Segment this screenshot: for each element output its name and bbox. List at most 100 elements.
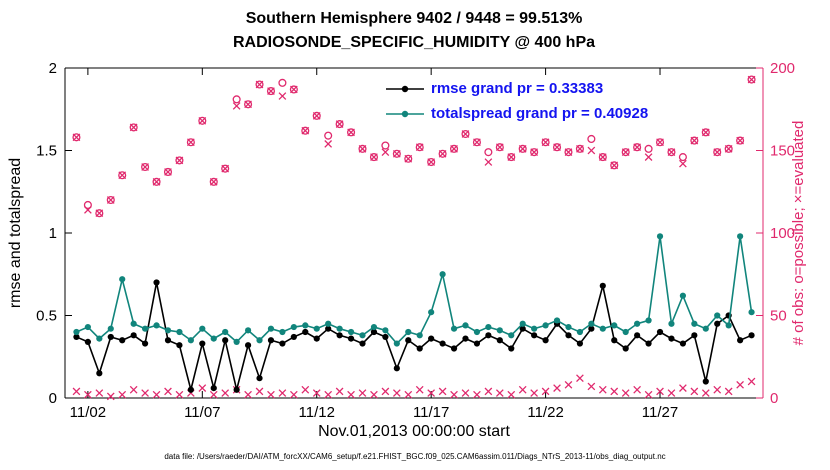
- marker-circle-obs_possible: [347, 128, 356, 137]
- marker-dot-rmse: [382, 333, 389, 341]
- right-axis-label: # of obs: o=possible; ×=evaluated: [790, 121, 807, 346]
- marker-x-obs_rejected_low: [221, 389, 230, 397]
- marker-dot-totalspread: [599, 325, 606, 332]
- marker-dot-rmse: [508, 345, 515, 352]
- marker-x-obs_evaluated: [301, 126, 310, 135]
- marker-dot-rmse: [370, 328, 378, 336]
- marker-x-obs_rejected_low: [370, 390, 378, 399]
- marker-x-obs_evaluated: [232, 102, 241, 110]
- marker-x-obs_rejected_low: [278, 389, 287, 397]
- legend-sample-rmse-line: [386, 85, 424, 92]
- marker-circle-obs_possible: [72, 133, 81, 142]
- marker-x-obs_rejected_low: [667, 389, 676, 397]
- marker-dot-totalspread: [531, 325, 538, 332]
- marker-x-obs_evaluated: [370, 153, 378, 161]
- marker-x-obs_evaluated: [141, 163, 149, 171]
- legend: rmse grand pr = 0.33383 totalspread gran…: [386, 76, 648, 126]
- marker-circle-obs_possible: [472, 138, 481, 147]
- marker-dot-rmse: [267, 337, 275, 344]
- marker-dot-rmse: [496, 337, 503, 344]
- marker-x-obs_rejected_low: [598, 385, 607, 394]
- marker-x-obs_rejected_low: [747, 377, 756, 386]
- marker-dot-rmse: [462, 335, 469, 342]
- marker-x-obs_evaluated: [72, 133, 81, 142]
- legend-sample-totalspread-line: [386, 110, 424, 117]
- marker-circle-obs_possible: [118, 171, 127, 180]
- marker-x-obs_evaluated: [152, 177, 161, 186]
- marker-x-obs_rejected_low: [679, 384, 687, 392]
- marker-x-obs_evaluated: [438, 149, 447, 158]
- marker-circle-obs_possible: [564, 148, 573, 157]
- marker-circle-obs_possible: [335, 120, 344, 129]
- marker-x-obs_evaluated: [95, 209, 104, 218]
- marker-x-obs_rejected_low: [129, 385, 138, 394]
- legend-item-totalspread: totalspread grand pr = 0.40928: [386, 101, 648, 126]
- marker-circle-obs_possible: [369, 153, 379, 162]
- marker-dot-rmse: [691, 332, 698, 339]
- marker-x-obs_evaluated: [450, 144, 458, 153]
- marker-x-obs_evaluated: [564, 148, 573, 157]
- marker-x-obs_evaluated: [244, 100, 252, 109]
- marker-dot-totalspread: [244, 327, 252, 334]
- marker-dot-rmse: [416, 345, 423, 352]
- marker-dot-totalspread: [302, 322, 309, 329]
- marker-dot-totalspread: [141, 325, 149, 332]
- marker-x-obs_rejected_low: [164, 387, 172, 396]
- marker-dot-totalspread: [428, 309, 435, 316]
- marker-x-obs_evaluated: [118, 171, 127, 180]
- data-file-path: data file: /Users/raeder/DAI/ATM_forcXX/…: [164, 452, 666, 461]
- marker-x-obs_evaluated: [518, 144, 527, 153]
- marker-circle-obs_possible: [427, 158, 436, 167]
- marker-dot-totalspread: [164, 327, 172, 334]
- marker-x-obs_rejected_low: [141, 389, 149, 397]
- marker-x-obs_rejected_low: [244, 390, 252, 399]
- marker-x-obs_rejected_low: [724, 387, 733, 396]
- marker-dot-rmse: [645, 340, 652, 347]
- marker-x-obs_evaluated: [598, 153, 607, 161]
- marker-circle-obs_possible: [690, 136, 699, 145]
- marker-dot-rmse: [244, 342, 252, 349]
- legend-item-rmse: rmse grand pr = 0.33383: [386, 76, 648, 101]
- x-tick-label: 11/12: [299, 404, 335, 421]
- marker-x-obs_rejected_low: [152, 390, 161, 399]
- marker-dot-rmse: [668, 335, 675, 342]
- x-tick-label: 11/17: [413, 404, 449, 421]
- marker-x-obs_evaluated: [209, 177, 218, 186]
- marker-dot-rmse: [119, 337, 126, 344]
- marker-x-obs_rejected_low: [690, 387, 699, 396]
- marker-x-obs_rejected_low: [358, 389, 367, 397]
- marker-circle-obs_possible: [141, 162, 150, 172]
- marker-dot-totalspread: [96, 335, 103, 342]
- marker-dot-rmse: [656, 328, 664, 336]
- marker-x-obs_rejected_low: [450, 390, 458, 399]
- marker-dot-rmse: [347, 335, 355, 342]
- x-tick-label: 11/27: [642, 404, 678, 421]
- marker-x-obs_evaluated: [484, 158, 493, 166]
- marker-x-obs_evaluated: [84, 206, 92, 214]
- marker-x-obs_evaluated: [633, 143, 641, 152]
- marker-circle-obs_possible: [152, 177, 161, 186]
- marker-dot-rmse: [199, 340, 206, 347]
- marker-dot-totalspread: [622, 328, 629, 336]
- marker-dot-rmse: [588, 325, 595, 332]
- marker-x-obs_evaluated: [667, 148, 676, 157]
- marker-circle-obs_possible: [530, 148, 539, 157]
- marker-dot-totalspread: [588, 320, 595, 327]
- marker-circle-obs_possible: [678, 153, 687, 162]
- marker-x-obs_rejected_low: [587, 382, 596, 391]
- marker-x-obs_rejected_low: [495, 389, 504, 397]
- marker-circle-obs_possible: [83, 200, 92, 210]
- left-tick-label: 0: [49, 390, 57, 407]
- marker-dot-rmse: [302, 328, 309, 336]
- marker-circle-obs_possible: [575, 144, 584, 153]
- marker-x-obs_evaluated: [392, 149, 401, 158]
- marker-dot-rmse: [485, 332, 492, 339]
- marker-dot-rmse: [599, 282, 606, 289]
- marker-x-obs_rejected_low: [610, 387, 619, 396]
- marker-circle-obs_possible: [598, 153, 607, 162]
- marker-dot-rmse: [279, 340, 286, 347]
- marker-x-obs_evaluated: [358, 144, 367, 153]
- marker-circle-obs_possible: [736, 136, 745, 145]
- marker-x-obs_rejected_low: [324, 390, 333, 399]
- marker-circle-obs_possible: [244, 100, 253, 109]
